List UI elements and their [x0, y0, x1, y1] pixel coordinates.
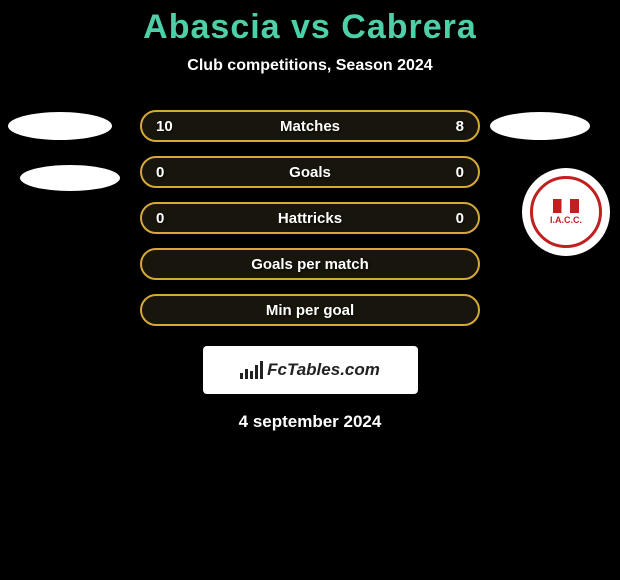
- stat-row: Goals per match: [140, 248, 480, 280]
- stat-label: Hattricks: [186, 210, 434, 227]
- page-subtitle: Club competitions, Season 2024: [0, 57, 620, 75]
- watermark-text: FcTables.com: [267, 360, 380, 380]
- stat-right-value: 8: [434, 118, 464, 135]
- stats-area: I.A.C.C. 10Matches80Goals00Hattricks0Goa…: [0, 110, 620, 326]
- stat-left-value: 0: [156, 210, 186, 227]
- stat-left-value: 10: [156, 118, 186, 135]
- main-container: Abascia vs Cabrera Club competitions, Se…: [0, 0, 620, 432]
- crest-text: I.A.C.C.: [550, 215, 582, 225]
- crest-flag-icon: [553, 199, 579, 213]
- stat-row: 0Goals0: [140, 156, 480, 188]
- stat-label: Min per goal: [186, 302, 434, 319]
- date-text: 4 september 2024: [0, 412, 620, 432]
- team-badge-right: I.A.C.C.: [522, 168, 610, 256]
- stats-rows: 10Matches80Goals00Hattricks0Goals per ma…: [140, 110, 480, 326]
- stat-label: Goals: [186, 164, 434, 181]
- team-badge-right-oval: [490, 112, 590, 140]
- stat-label: Goals per match: [186, 256, 434, 273]
- watermark-box: FcTables.com: [203, 346, 418, 394]
- team-badge-right-crest: I.A.C.C.: [530, 176, 602, 248]
- stat-left-value: 0: [156, 164, 186, 181]
- stat-right-value: 0: [434, 164, 464, 181]
- page-title: Abascia vs Cabrera: [0, 8, 620, 47]
- stat-right-value: 0: [434, 210, 464, 227]
- stat-row: 10Matches8: [140, 110, 480, 142]
- stat-label: Matches: [186, 118, 434, 135]
- stat-row: Min per goal: [140, 294, 480, 326]
- chart-icon: [240, 361, 263, 379]
- team-badge-left-1: [8, 112, 112, 140]
- team-badge-left-2: [20, 165, 120, 191]
- stat-row: 0Hattricks0: [140, 202, 480, 234]
